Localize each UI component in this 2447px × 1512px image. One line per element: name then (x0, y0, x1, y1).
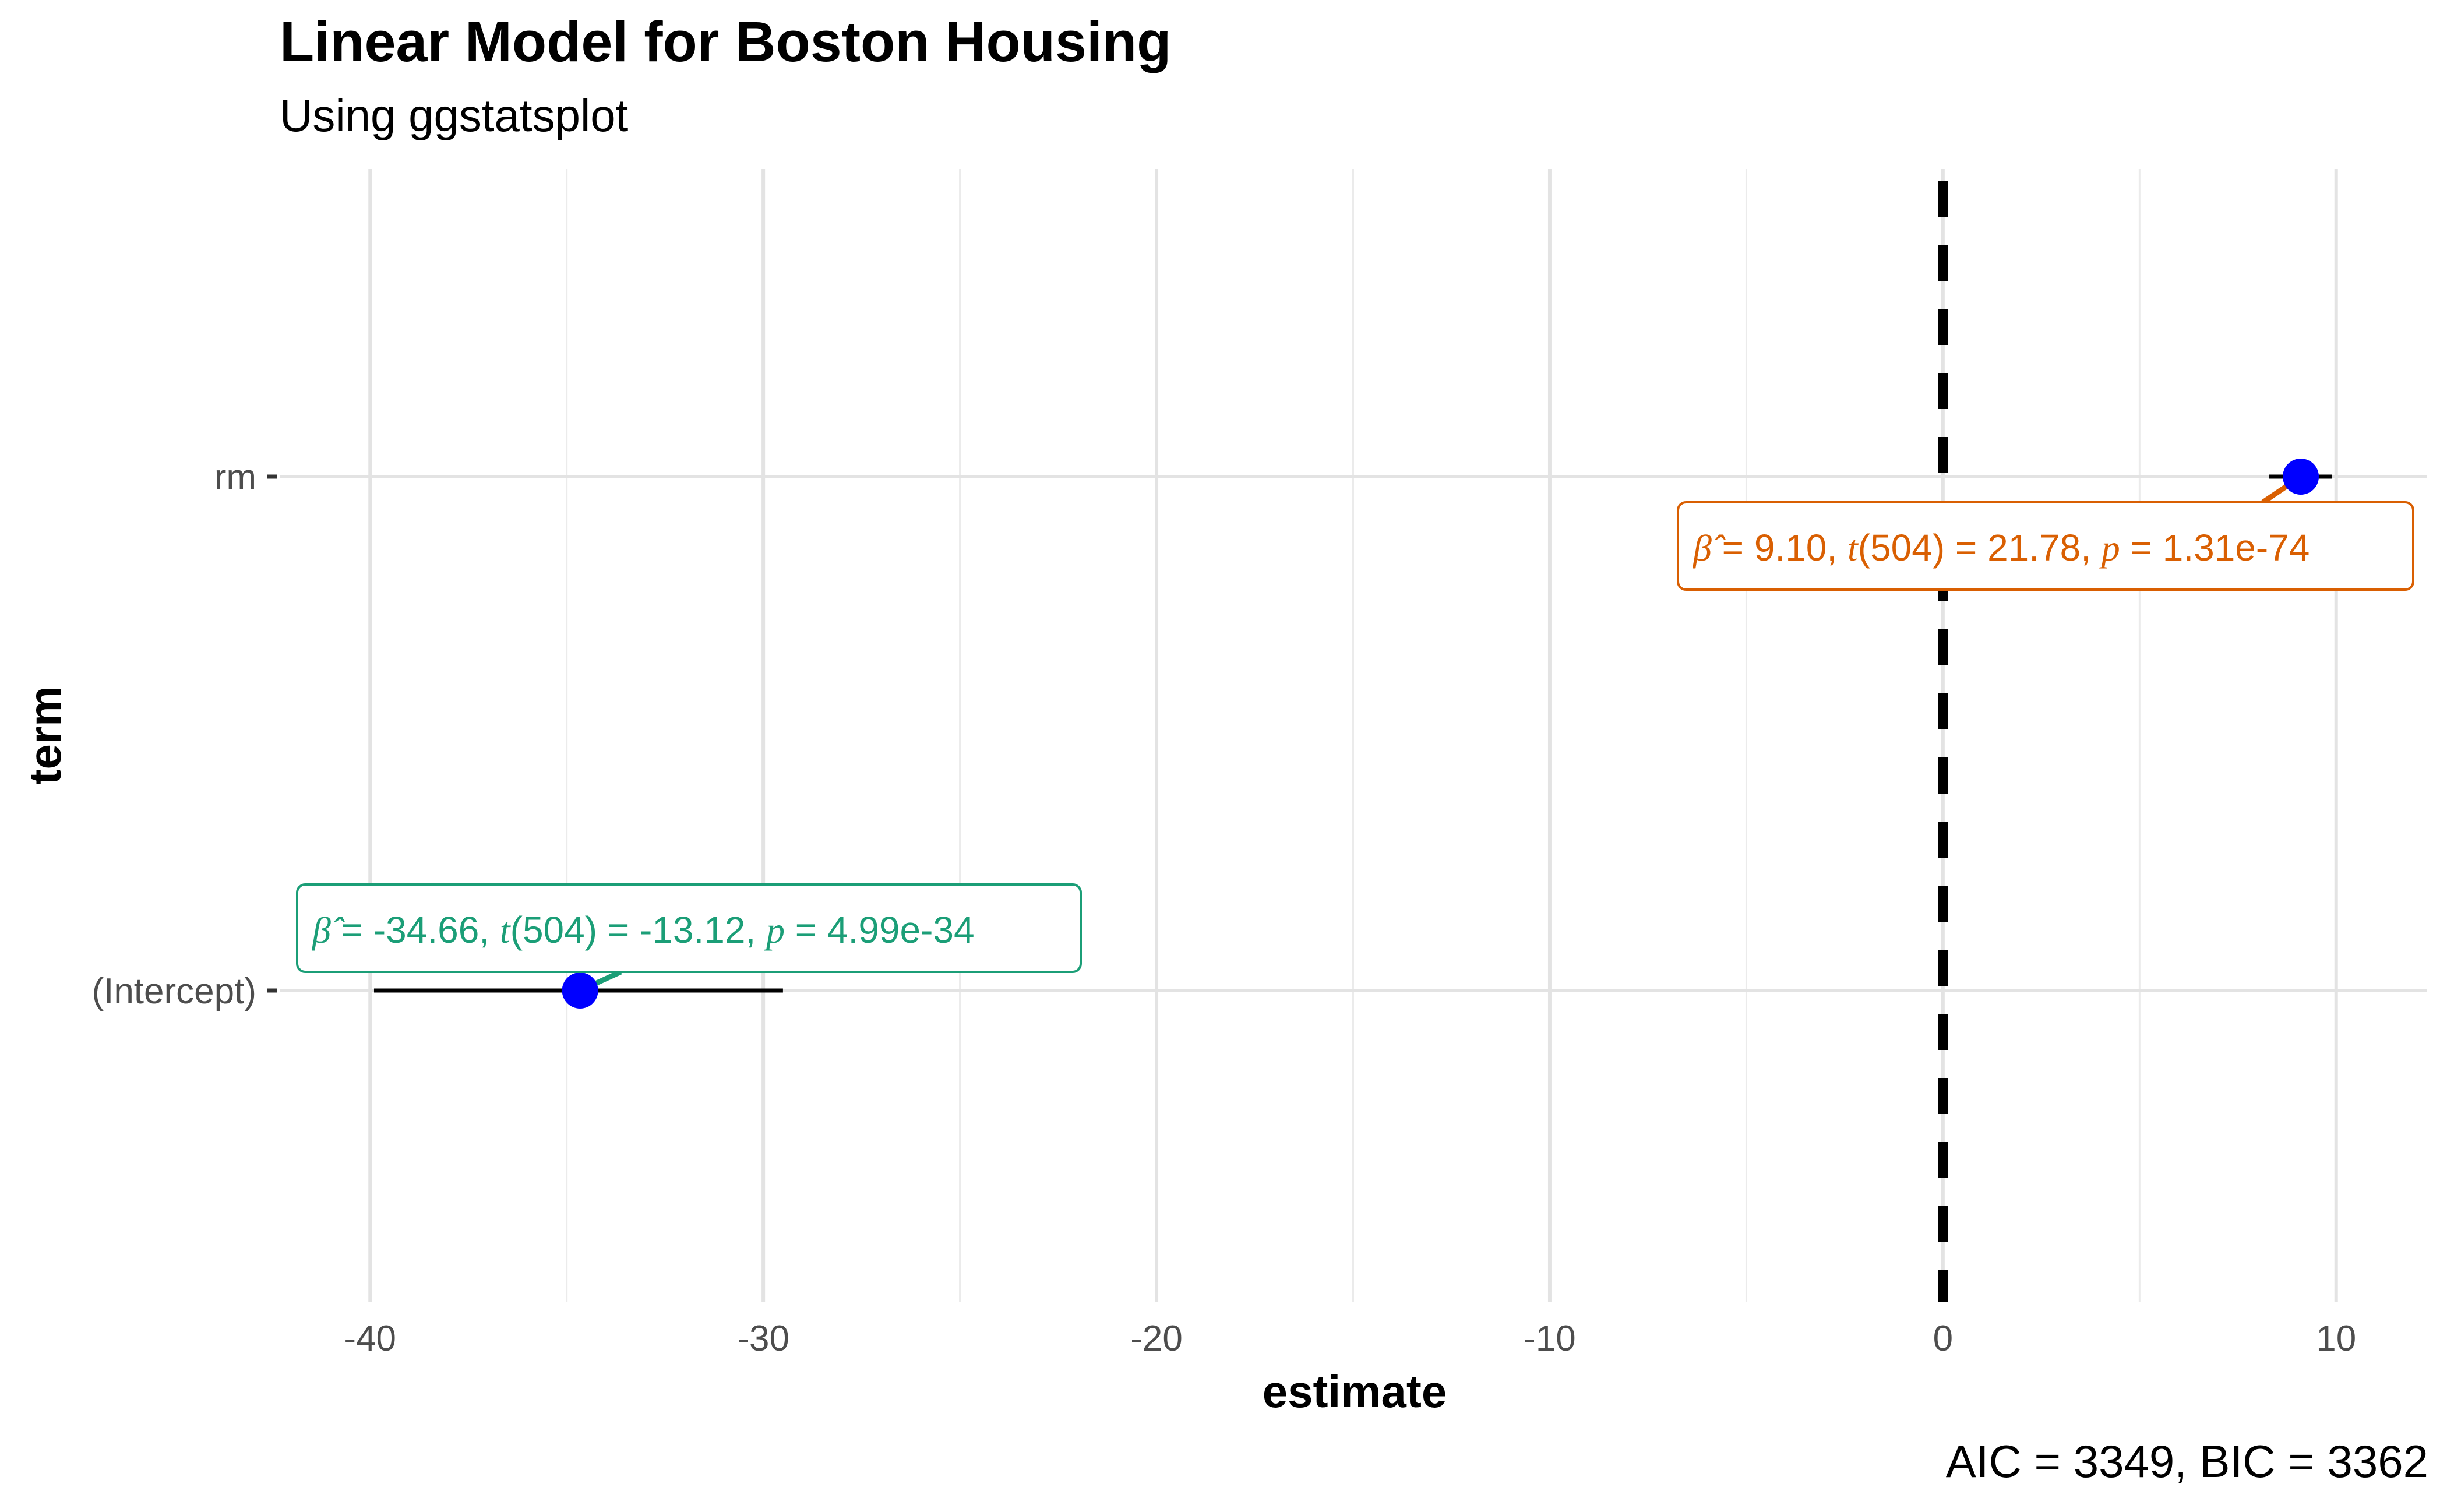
model-fit-caption: AIC = 3349, BIC = 3362 (1946, 1436, 2428, 1487)
x-tick-label: 10 (2316, 1319, 2356, 1359)
y-tick-label: rm (214, 457, 256, 498)
x-tick-label: -10 (1524, 1319, 1576, 1359)
chart-title: Linear Model for Boston Housing (280, 10, 1171, 73)
plot-area: -40 -30 -20 -10 0 10 (Intercept) rm β̂ = -34.66,… (91, 169, 2427, 1359)
estimate-label: β̂ = -34.66, t(504) = -13.12, p = 4.99e-… (311, 909, 975, 951)
x-tick-label: 0 (1933, 1319, 1953, 1359)
estimate-label-box (296, 883, 1082, 973)
estimate-label: β̂ = 9.10, t(504) = 21.78, p = 1.31e-74 (1692, 527, 2310, 569)
chart-subtitle: Using ggstatsplot (280, 90, 629, 141)
y-axis-title: term (19, 686, 70, 784)
x-tick-label: -40 (344, 1319, 396, 1359)
x-tick-label: -20 (1130, 1319, 1183, 1359)
estimate-label-box (1677, 501, 2414, 591)
x-tick-label: -30 (737, 1319, 789, 1359)
point-estimate (562, 972, 598, 1009)
point-estimate (2283, 459, 2319, 495)
x-axis-title: estimate (1263, 1366, 1447, 1417)
y-tick-label: (Intercept) (91, 971, 256, 1011)
